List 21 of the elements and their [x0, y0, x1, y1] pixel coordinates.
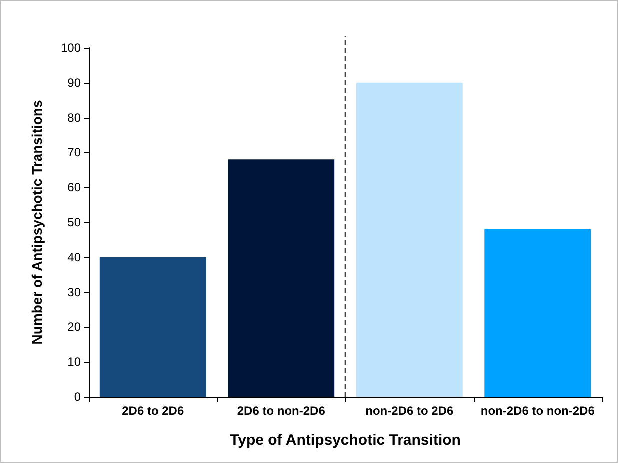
- x-tick-label: non-2D6 to non-2D6: [480, 404, 596, 418]
- y-tick-label: 60: [68, 180, 82, 195]
- x-tick-label: non-2D6 to 2D6: [366, 404, 454, 418]
- bar: [100, 257, 206, 397]
- y-tick-label: 40: [68, 250, 82, 264]
- y-tick-label: 50: [68, 216, 82, 230]
- bar: [228, 160, 335, 397]
- y-tick-label: 80: [68, 110, 82, 125]
- y-tick-label: 70: [68, 146, 82, 160]
- y-axis-title: Number of Antipsychotic Transitions: [29, 100, 45, 345]
- bar: [356, 82, 463, 397]
- y-tick-label: 10: [68, 355, 82, 370]
- x-tick-label: 2D6 to non-2D6: [237, 404, 326, 418]
- y-tick-label: 20: [68, 320, 82, 334]
- bar: [484, 229, 592, 397]
- x-tick-label: 2D6 to 2D6: [122, 404, 184, 418]
- y-tick-label: 90: [68, 76, 82, 90]
- y-tick-label: 0: [74, 390, 82, 404]
- x-axis-title: Type of Antipsychotic Transition: [230, 432, 461, 449]
- y-tick-label: 30: [68, 285, 82, 300]
- y-tick-label: 100: [60, 41, 82, 55]
